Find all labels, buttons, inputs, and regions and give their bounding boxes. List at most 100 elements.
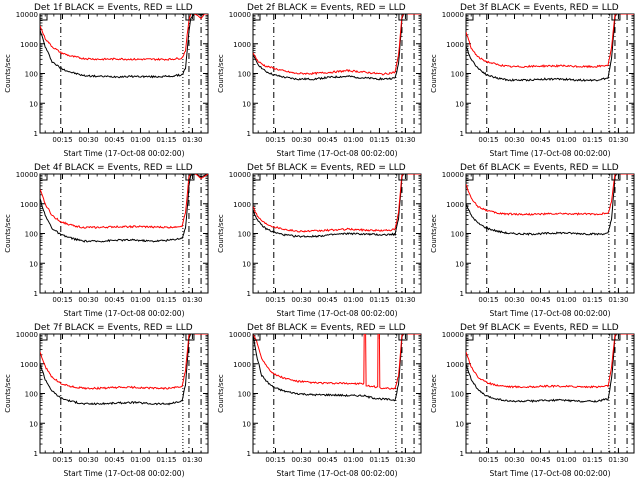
x-tick-label: 00:45 — [317, 296, 337, 304]
y-tick-label: 100 — [238, 391, 251, 399]
x-tick-label: 00:30 — [78, 296, 98, 304]
y-tick-label: 10000 — [229, 11, 251, 19]
y-tick-label: 100 — [451, 231, 464, 239]
x-tick-label: 00:30 — [504, 296, 524, 304]
corner-box — [252, 173, 261, 181]
x-tick-label: 01:30 — [608, 296, 628, 304]
y-tick-label: 1 — [34, 450, 38, 458]
y-tick-label: 1 — [460, 130, 464, 138]
x-tick-label: 00:15 — [52, 296, 72, 304]
y-axis-label: Counts/sec — [4, 214, 12, 253]
y-tick-label: 1 — [247, 450, 251, 458]
y-axis-label: Counts/sec — [4, 374, 12, 413]
x-tick-label: 01:00 — [343, 296, 363, 304]
x-tick-label: 00:45 — [317, 136, 337, 144]
y-tick-label: 100 — [238, 231, 251, 239]
x-tick-label: 00:30 — [291, 296, 311, 304]
x-axis-label: Start Time (17-Oct-08 00:02:00) — [489, 149, 610, 158]
lld-series-line — [466, 14, 634, 69]
lld-series-line — [40, 334, 208, 390]
x-tick-label: 00:45 — [530, 296, 550, 304]
y-tick-label: 1000 — [233, 201, 251, 209]
chart-title: Det 6f BLACK = Events, RED = LLD — [460, 163, 619, 173]
x-tick-label: 01:15 — [369, 296, 389, 304]
y-tick-label: 10 — [242, 420, 251, 428]
x-tick-label: 01:00 — [343, 136, 363, 144]
x-tick-label: 01:15 — [156, 136, 176, 144]
y-tick-label: 10 — [455, 260, 464, 268]
x-axis-label: Start Time (17-Oct-08 00:02:00) — [489, 469, 610, 478]
x-tick-label: 01:30 — [395, 456, 415, 464]
chart-title: Det 8f BLACK = Events, RED = LLD — [247, 323, 406, 333]
plot-frame — [39, 333, 209, 454]
chart-panel-8: Det 8f BLACK = Events, RED = LLD Counts/s… — [217, 323, 422, 478]
y-axis-label: Counts/sec — [217, 214, 225, 253]
chart-title: Det 4f BLACK = Events, RED = LLD — [34, 163, 193, 173]
x-tick-label: 00:15 — [478, 136, 498, 144]
y-tick-label: 100 — [451, 71, 464, 79]
x-tick-label: 00:45 — [104, 136, 124, 144]
x-tick-label: 01:30 — [608, 136, 628, 144]
x-axis-label: Start Time (17-Oct-08 00:02:00) — [63, 469, 184, 478]
x-tick-label: 01:15 — [582, 136, 602, 144]
x-tick-label: 00:45 — [104, 296, 124, 304]
lld-series-line — [253, 334, 421, 390]
plot-area — [40, 334, 208, 453]
x-tick-label: 00:45 — [530, 136, 550, 144]
x-tick-label: 01:30 — [608, 456, 628, 464]
x-tick-label: 01:15 — [582, 296, 602, 304]
y-tick-label: 10 — [242, 260, 251, 268]
y-tick-label: 1000 — [446, 201, 464, 209]
x-tick-label: 00:15 — [265, 456, 285, 464]
y-tick-label: 10000 — [442, 171, 464, 179]
y-tick-label: 1000 — [233, 361, 251, 369]
chart-panel-9: Det 9f BLACK = Events, RED = LLD Counts/s… — [430, 323, 635, 478]
y-axis-label: Counts/sec — [4, 54, 12, 93]
x-tick-label: 00:15 — [478, 456, 498, 464]
corner-box — [185, 13, 195, 21]
chart-title: Det 1f BLACK = Events, RED = LLD — [34, 3, 193, 13]
x-tick-label: 01:00 — [130, 456, 150, 464]
y-tick-label: 100 — [25, 231, 38, 239]
y-tick-label: 1 — [34, 290, 38, 298]
x-tick-label: 01:00 — [556, 296, 576, 304]
y-tick-label: 1000 — [20, 361, 38, 369]
x-tick-label: 00:15 — [52, 136, 72, 144]
lld-series-line — [40, 14, 208, 61]
events-series-line — [40, 174, 208, 243]
events-series-line — [253, 334, 421, 402]
y-tick-label: 100 — [238, 71, 251, 79]
events-series-line — [466, 14, 634, 82]
y-tick-label: 10000 — [442, 331, 464, 339]
y-tick-label: 1000 — [446, 41, 464, 49]
plot-area — [466, 174, 634, 293]
x-tick-label: 01:00 — [130, 296, 150, 304]
y-tick-label: 10000 — [229, 331, 251, 339]
corner-box — [185, 333, 195, 341]
x-tick-label: 01:15 — [369, 456, 389, 464]
x-tick-label: 00:30 — [78, 456, 98, 464]
x-tick-label: 01:30 — [395, 296, 415, 304]
y-tick-label: 1000 — [20, 41, 38, 49]
plot-frame — [252, 333, 422, 454]
y-tick-label: 10000 — [16, 11, 38, 19]
chart-panel-7: Det 7f BLACK = Events, RED = LLD Counts/s… — [4, 323, 209, 478]
corner-box — [465, 173, 474, 181]
y-tick-label: 1000 — [446, 361, 464, 369]
chart-title: Det 5f BLACK = Events, RED = LLD — [247, 163, 406, 173]
events-series-line — [253, 174, 421, 238]
plot-area — [253, 14, 421, 133]
y-tick-label: 1 — [34, 130, 38, 138]
x-axis-label: Start Time (17-Oct-08 00:02:00) — [276, 469, 397, 478]
x-tick-label: 00:30 — [291, 136, 311, 144]
corner-box — [185, 173, 195, 181]
plot-area — [253, 174, 421, 293]
y-tick-label: 10 — [29, 420, 38, 428]
chart-title: Det 2f BLACK = Events, RED = LLD — [247, 3, 406, 13]
corner-box — [465, 13, 474, 21]
y-axis-label: Counts/sec — [430, 54, 438, 93]
y-tick-label: 1 — [247, 130, 251, 138]
lld-series-line — [466, 334, 634, 389]
y-axis-label: Counts/sec — [217, 54, 225, 93]
